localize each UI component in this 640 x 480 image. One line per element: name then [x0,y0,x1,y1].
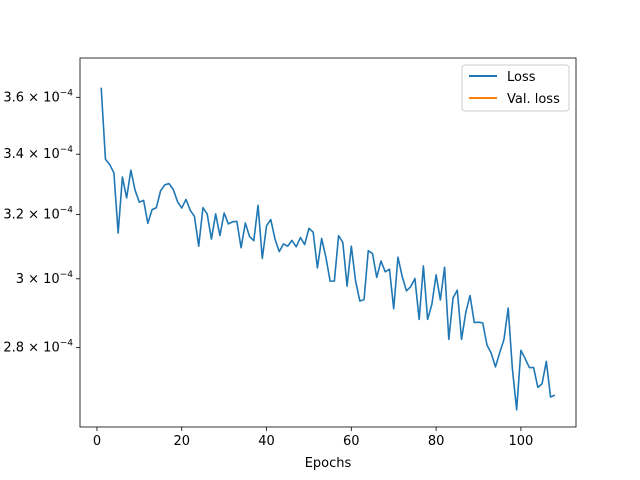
y-tick-label: 3.6 × 10−4 [3,88,73,105]
legend-label-val-loss: Val. loss [507,92,560,107]
series-line-0 [100,87,556,411]
x-tick-label: 60 [343,434,360,449]
legend-label-loss: Loss [507,70,536,85]
x-tick-label: 40 [258,434,275,449]
y-tick-label: 3 × 10−4 [16,270,74,287]
plot-frame [79,57,577,428]
x-tick-label: 20 [173,434,190,449]
y-tick-label: 3.4 × 10−4 [3,145,73,162]
y-tick-label: 3.2 × 10−4 [3,206,73,223]
legend: Loss Val. loss [461,64,570,112]
series-layer [100,87,556,411]
x-tick-label: 80 [428,434,445,449]
x-tick-label: 100 [508,434,533,449]
y-tick-label: 2.8 × 10−4 [3,338,73,355]
ticks-layer: 0 20 40 60 80 100 2.8 × 10−4 3 × 10−4 3.2 × 10−4… [3,88,533,449]
x-axis-label: Epochs [305,456,352,471]
x-tick-label: 0 [93,434,101,449]
